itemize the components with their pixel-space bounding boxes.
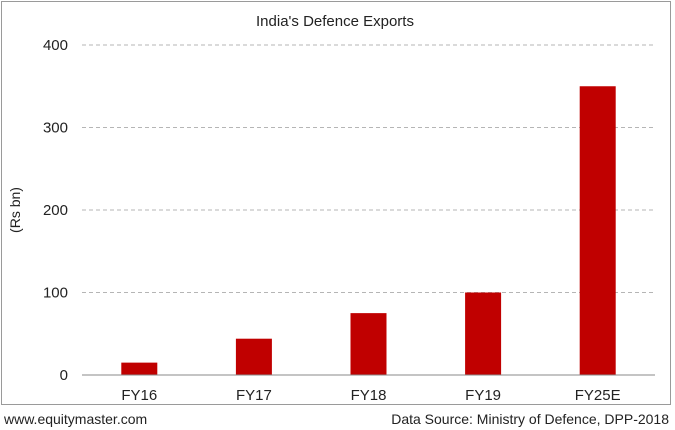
bar-fy25e <box>579 86 616 375</box>
bar-fy19 <box>465 292 502 375</box>
y-tick-label: 200 <box>43 202 68 219</box>
bar-fy17 <box>235 338 272 375</box>
y-tick-label: 100 <box>43 285 68 302</box>
x-tick-label: FY25E <box>575 387 621 404</box>
x-tick-label: FY16 <box>121 387 157 404</box>
y-axis-label: (Rs bn) <box>7 187 23 233</box>
gridlines <box>82 44 655 293</box>
y-tick-labels: 0 100 200 300 400 <box>43 37 68 384</box>
data-source: Data Source: Ministry of Defence, DPP-20… <box>391 411 669 427</box>
chart-frame <box>1 1 671 405</box>
chart-title: India's Defence Exports <box>256 13 414 30</box>
y-tick-label: 300 <box>43 120 68 137</box>
x-tick-label: FY18 <box>351 387 387 404</box>
bar-fy16 <box>121 362 158 375</box>
website-credit: www.equitymaster.com <box>4 411 148 427</box>
x-tick-label: FY19 <box>465 387 501 404</box>
bars <box>121 86 616 375</box>
x-tick-labels: FY16 FY17 FY18 FY19 FY25E <box>121 387 620 404</box>
y-tick-label: 0 <box>60 367 68 384</box>
x-tick-label: FY17 <box>236 387 272 404</box>
bar-fy18 <box>350 313 387 375</box>
y-tick-label: 400 <box>43 37 68 54</box>
